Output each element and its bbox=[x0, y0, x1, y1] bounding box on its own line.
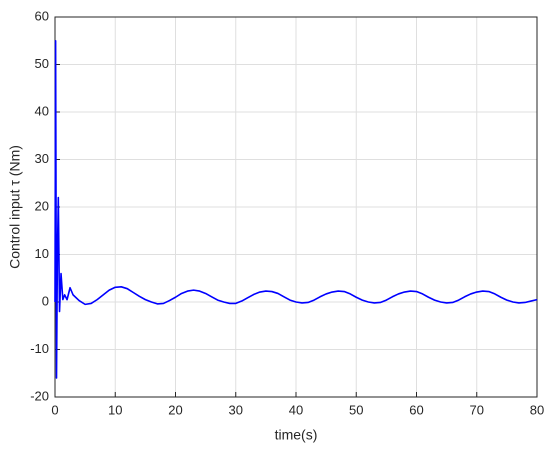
y-tick-label: -10 bbox=[30, 341, 49, 356]
y-tick-label: 10 bbox=[35, 246, 49, 261]
x-tick-label: 40 bbox=[289, 402, 303, 417]
x-tick-label: 80 bbox=[530, 402, 544, 417]
y-tick-label: 30 bbox=[35, 151, 49, 166]
line bbox=[54, 39, 538, 379]
x-tick-label: 60 bbox=[409, 402, 423, 417]
y-tick-label: 50 bbox=[35, 56, 49, 71]
y-axis-label: Control input τ (Nm) bbox=[7, 145, 23, 269]
y-tick-label: 60 bbox=[35, 8, 49, 23]
y-tick-label: 0 bbox=[42, 293, 49, 308]
x-tick-label: 0 bbox=[51, 402, 58, 417]
x-tick-label: 70 bbox=[470, 402, 484, 417]
y-tick-label: -20 bbox=[30, 388, 49, 403]
x-tick-label: 10 bbox=[108, 402, 122, 417]
x-tick-label: 50 bbox=[349, 402, 363, 417]
y-tick-label: 40 bbox=[35, 103, 49, 118]
y-tick-label: 20 bbox=[35, 198, 49, 213]
x-tick-label: 30 bbox=[229, 402, 243, 417]
x-axis-label: time(s) bbox=[275, 427, 318, 443]
x-tick-label: 20 bbox=[168, 402, 182, 417]
